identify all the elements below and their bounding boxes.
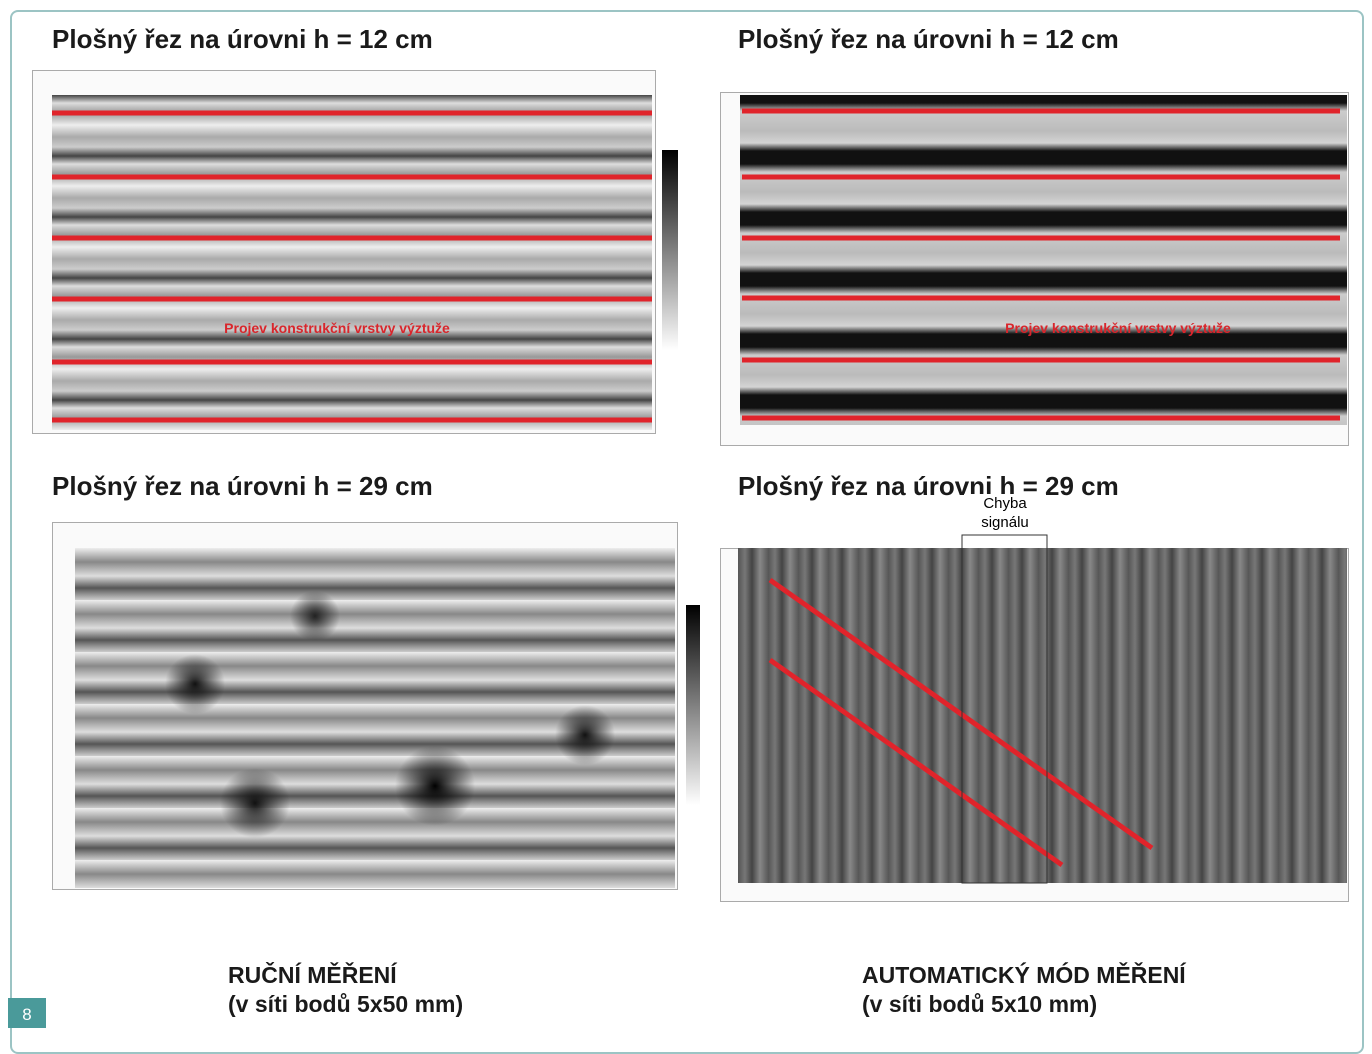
caption-title: RUČNÍ MĚŘENÍ xyxy=(228,961,463,990)
label-line: signálu xyxy=(964,513,1046,532)
caption-subtitle: (v síti bodů 5x50 mm) xyxy=(228,990,463,1019)
page: Plošný řez na úrovni h = 12 cm Plošný ře… xyxy=(0,0,1372,1028)
annotation: Projev konstrukční vrstvy výztuže xyxy=(1005,320,1231,336)
annotation: Projev konstrukční vrstvy výztuže xyxy=(224,320,450,336)
signal-error-label: Chyba signálu xyxy=(964,494,1046,532)
caption: AUTOMATICKÝ MÓD MĚŘENÍ (v síti bodů 5x10… xyxy=(862,961,1186,1019)
caption-subtitle: (v síti bodů 5x10 mm) xyxy=(862,990,1186,1019)
label-line: Chyba xyxy=(964,494,1046,513)
overlay xyxy=(0,0,1372,1028)
caption: RUČNÍ MĚŘENÍ (v síti bodů 5x50 mm) xyxy=(228,961,463,1019)
caption-title: AUTOMATICKÝ MÓD MĚŘENÍ xyxy=(862,961,1186,990)
figure-number: 8 xyxy=(8,998,46,1028)
